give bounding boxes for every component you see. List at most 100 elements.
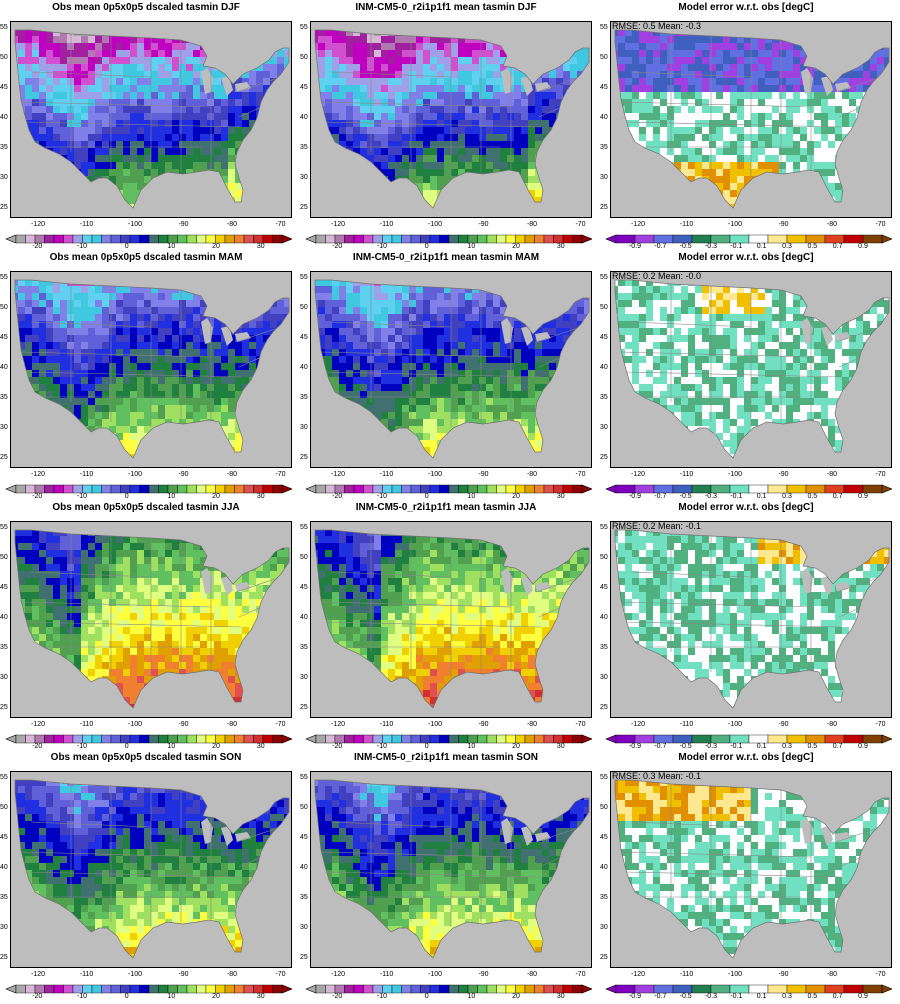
colorbar-swatch: [516, 735, 526, 743]
colorbar-swatch: [478, 235, 488, 243]
colorbar-swatch: [111, 985, 121, 993]
colorbar-label: 20: [204, 993, 228, 1000]
colorbar-swatch: [168, 485, 178, 493]
panel-title: INM-CM5-0_r2i1p1f1 mean tasmin SON: [300, 752, 592, 763]
lat-tick-label: 45: [300, 334, 308, 341]
lat-tick-label: 25: [600, 954, 608, 961]
colorbar-swatch: [364, 485, 374, 493]
colorbar-swatch: [326, 735, 336, 743]
colorbar-label: -0.5: [674, 743, 698, 750]
lat-tick-label: 25: [0, 454, 8, 461]
lat-tick-label: 55: [600, 274, 608, 281]
colorbar-arrow-high: [882, 985, 892, 993]
lat-tick-label: 40: [600, 114, 608, 121]
colorbar-label: 0.3: [775, 993, 799, 1000]
colorbar-label: 20: [204, 493, 228, 500]
lon-tick-label: -100: [423, 971, 447, 978]
colorbar-label: -20: [325, 493, 349, 500]
colorbar-arrow-high: [882, 485, 892, 493]
colorbar-swatch: [825, 735, 844, 743]
map-frame: [610, 271, 892, 468]
colorbar-swatch: [506, 735, 516, 743]
lon-tick-label: -70: [869, 721, 893, 728]
lat-tick-label: 45: [0, 834, 8, 841]
map-canvas: [311, 272, 591, 467]
colorbar-arrow-low: [606, 485, 616, 493]
lon-tick-label: -100: [123, 721, 147, 728]
lat-tick-label: 35: [300, 894, 308, 901]
colorbar-swatch: [35, 485, 45, 493]
colorbar-swatch: [149, 235, 159, 243]
colorbar-arrow-low: [6, 735, 16, 743]
colorbar-swatch: [254, 235, 264, 243]
colorbar-swatch: [178, 235, 188, 243]
colorbar-label: 0.1: [750, 743, 774, 750]
colorbar-swatch: [92, 235, 102, 243]
colorbar-swatch: [525, 985, 535, 993]
colorbar-arrow-high: [582, 735, 592, 743]
colorbar-swatch: [225, 235, 235, 243]
lon-tick-label: -80: [820, 221, 844, 228]
colorbar-swatch: [806, 485, 825, 493]
colorbar-swatch: [45, 485, 55, 493]
colorbar-label: -10: [70, 993, 94, 1000]
lat-tick-label: 25: [300, 204, 308, 211]
lon-tick-label: -80: [820, 471, 844, 478]
colorbar-label: 0: [115, 993, 139, 1000]
lon-tick-label: -100: [423, 221, 447, 228]
colorbar-label: -0.9: [623, 243, 647, 250]
lon-tick-label: -110: [675, 971, 699, 978]
colorbar-swatch: [730, 985, 749, 993]
colorbar-swatch: [787, 985, 806, 993]
colorbar-swatch: [421, 235, 431, 243]
lon-tick-label: -100: [723, 221, 747, 228]
colorbar-swatch: [516, 235, 526, 243]
colorbar-swatch: [335, 235, 345, 243]
colorbar-swatch: [216, 235, 226, 243]
lat-tick-label: 45: [300, 584, 308, 591]
panel-title: Obs mean 0p5x0p5 dscaled tasmin DJF: [0, 2, 292, 13]
lat-tick-label: 35: [300, 394, 308, 401]
colorbar-swatch: [573, 235, 583, 243]
colorbar-swatch: [497, 735, 507, 743]
lon-tick-label: -90: [472, 721, 496, 728]
colorbar-swatch: [64, 485, 74, 493]
lat-tick-label: 25: [0, 954, 8, 961]
colorbar-label: -0.1: [724, 993, 748, 1000]
lon-tick-label: -70: [269, 971, 293, 978]
colorbar-swatch: [235, 485, 245, 493]
colorbar-swatch: [411, 985, 421, 993]
colorbar-arrow-high: [282, 485, 292, 493]
colorbar-swatch: [468, 485, 478, 493]
lon-tick-label: -80: [220, 221, 244, 228]
error-panel-djf: Model error w.r.t. obs [degC]RMSE: 0.5 M…: [600, 0, 892, 246]
colorbar-swatch: [83, 735, 93, 743]
colorbar-arrow-high: [282, 985, 292, 993]
colorbar-arrow-high: [282, 735, 292, 743]
colorbar-swatch: [459, 735, 469, 743]
lat-tick-label: 30: [300, 174, 308, 181]
colorbar-swatch: [26, 985, 36, 993]
colorbar-swatch: [187, 235, 197, 243]
lon-tick-label: -120: [326, 471, 350, 478]
lat-tick-label: 30: [600, 674, 608, 681]
map-canvas: [611, 22, 891, 217]
colorbar-label: 30: [249, 493, 273, 500]
colorbar-swatch: [402, 235, 412, 243]
lat-tick-label: 35: [0, 144, 8, 151]
lon-tick-label: -100: [723, 971, 747, 978]
panel-title: Model error w.r.t. obs [degC]: [600, 752, 892, 763]
colorbar-swatch: [187, 485, 197, 493]
map-canvas: [11, 772, 291, 967]
colorbar-swatch: [235, 235, 245, 243]
colorbar-swatch: [216, 485, 226, 493]
lat-tick-label: 25: [300, 954, 308, 961]
lon-tick-label: -80: [220, 971, 244, 978]
colorbar-swatch: [335, 985, 345, 993]
map-frame: [10, 771, 292, 968]
lat-tick-label: 40: [0, 364, 8, 371]
lat-tick-label: 25: [300, 454, 308, 461]
